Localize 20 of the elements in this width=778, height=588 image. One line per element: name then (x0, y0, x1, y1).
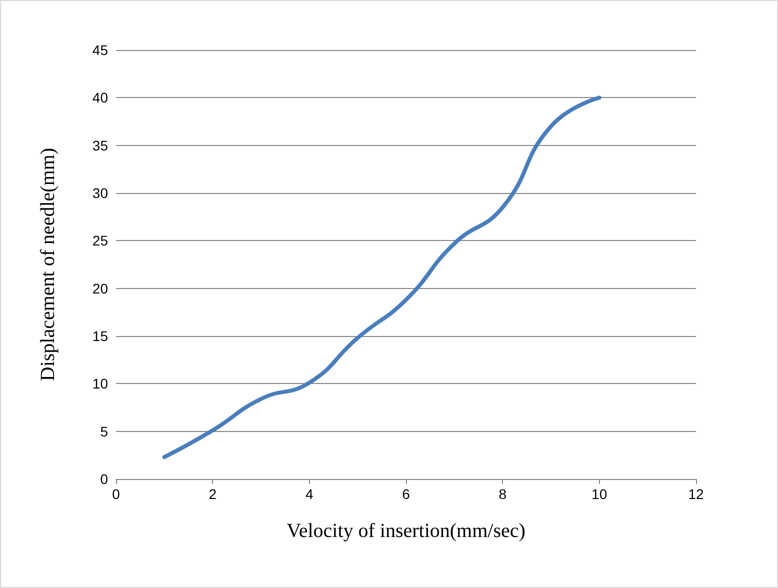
x-tick-label: 0 (112, 486, 120, 502)
y-tick-label: 40 (92, 90, 108, 106)
x-tick-label: 10 (592, 486, 608, 502)
y-axis-title: Displacement of needle(mm) (37, 148, 59, 382)
x-tick-label: 12 (688, 486, 704, 502)
y-tick-label: 20 (92, 280, 108, 296)
x-tick-label: 4 (305, 486, 314, 502)
x-tick-label: 2 (208, 486, 217, 502)
x-tick-label: 8 (498, 486, 507, 502)
y-tick-label: 35 (92, 137, 108, 154)
y-tick-label: 10 (92, 376, 108, 392)
y-tick-label: 30 (92, 185, 108, 201)
y-tick-label: 15 (92, 328, 108, 344)
x-axis-title: Velocity of insertion(mm/sec) (286, 520, 526, 542)
y-tick-label: 45 (92, 42, 108, 58)
y-tick-label: 25 (92, 232, 108, 249)
x-tick-label: 6 (402, 486, 410, 502)
line-series (162, 96, 602, 460)
y-tick-label: 5 (100, 423, 108, 440)
y-tick-label: 0 (100, 471, 108, 487)
